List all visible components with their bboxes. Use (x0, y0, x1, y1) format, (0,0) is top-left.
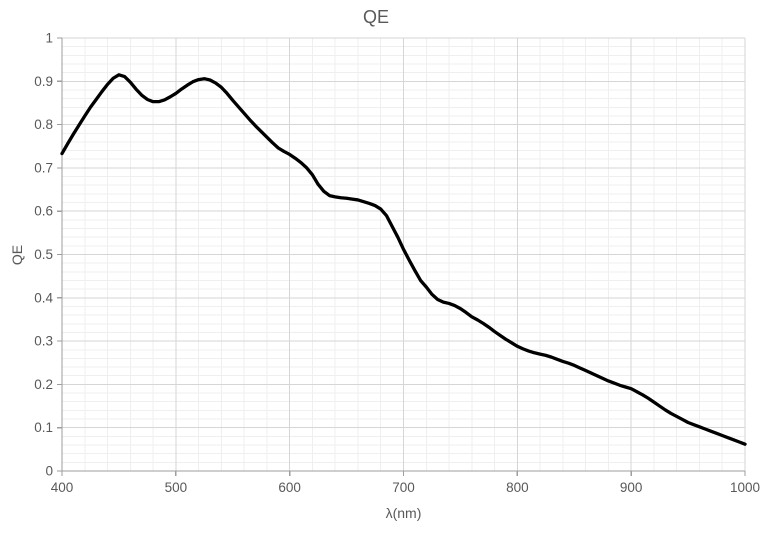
chart-title: QE (362, 7, 389, 27)
y-tick-label: 0.9 (34, 74, 53, 89)
y-tick-label: 0.5 (34, 247, 53, 262)
x-tick-label: 400 (51, 480, 74, 495)
y-tick-label: 0.7 (34, 160, 53, 175)
x-axis-title: λ(nm) (385, 505, 422, 521)
x-tick-label: 900 (620, 480, 643, 495)
y-tick-label: 0.3 (34, 334, 53, 349)
y-tick-label: 0 (45, 464, 53, 479)
x-tick-label: 500 (165, 480, 188, 495)
x-tick-label: 700 (392, 480, 415, 495)
y-tick-label: 0.8 (34, 117, 53, 132)
x-tick-label: 800 (506, 480, 529, 495)
y-tick-label: 1 (45, 31, 53, 46)
x-tick-label: 600 (278, 480, 301, 495)
y-tick-label: 0.6 (34, 204, 53, 219)
y-tick-label: 0.1 (34, 420, 53, 435)
y-tick-label: 0.4 (34, 290, 53, 305)
x-tick-label: 1000 (730, 480, 760, 495)
y-tick-label: 0.2 (34, 377, 53, 392)
qe-curve (60, 73, 747, 446)
